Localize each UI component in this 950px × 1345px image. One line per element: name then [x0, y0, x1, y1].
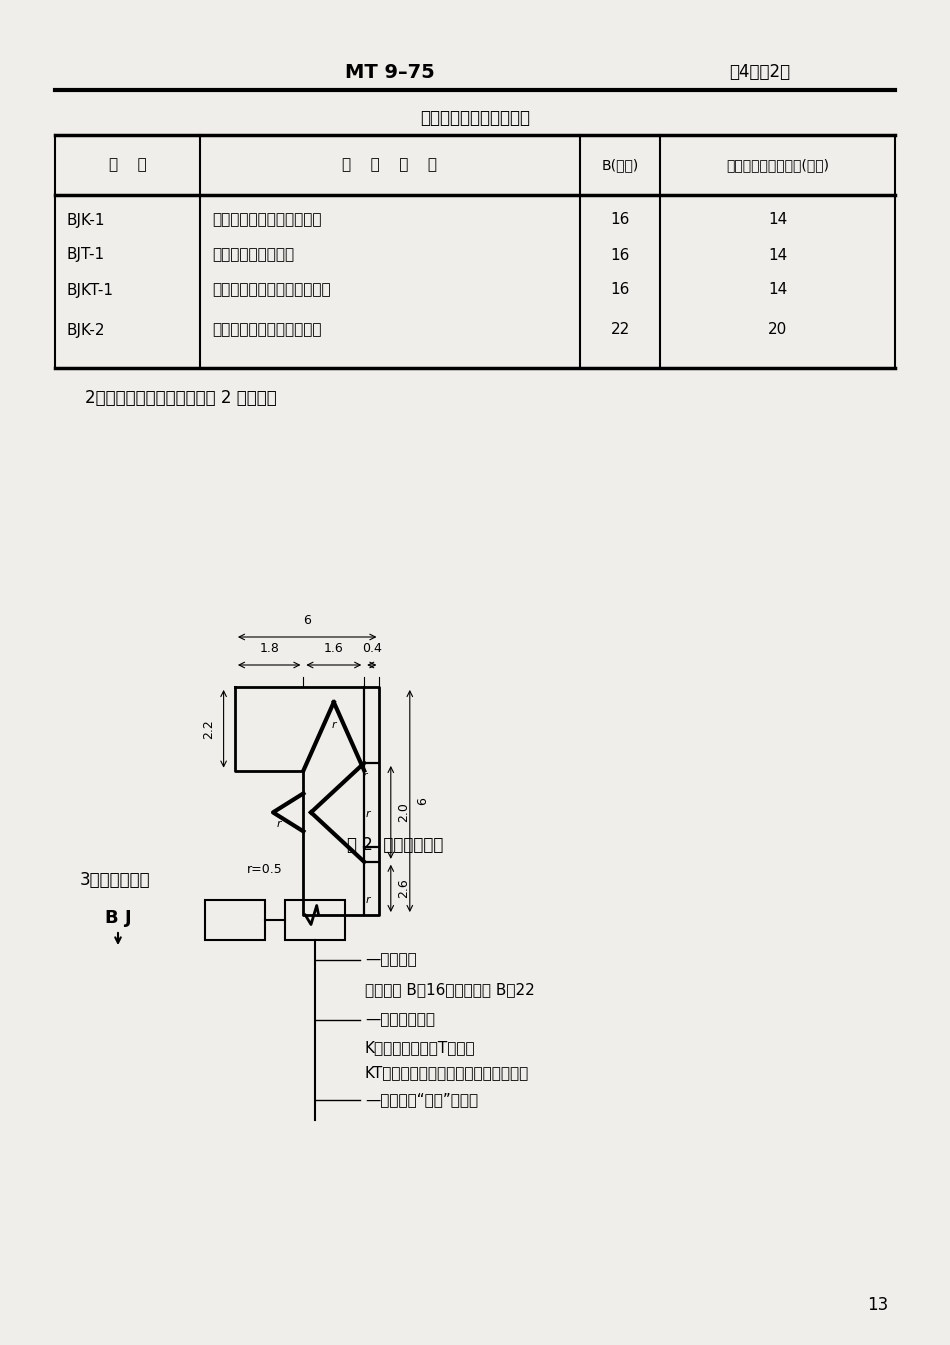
Text: 1.6: 1.6 — [324, 642, 344, 655]
Text: K代表可锶铸铁；T代表铜: K代表可锶铸铁；T代表铜 — [365, 1041, 476, 1056]
Text: 14: 14 — [768, 213, 788, 227]
Text: r: r — [276, 819, 281, 829]
Text: 14: 14 — [768, 247, 788, 262]
Bar — [285, 900, 345, 940]
Text: r: r — [366, 810, 370, 819]
Text: 1.8: 1.8 — [259, 642, 279, 655]
Text: MT 9–75: MT 9–75 — [345, 62, 435, 82]
Text: 并接线夹型号与主要尺寸: 并接线夹型号与主要尺寸 — [420, 109, 530, 126]
Text: 共4页的2页: 共4页的2页 — [730, 63, 790, 81]
Text: BJK-1: BJK-1 — [67, 213, 105, 227]
Text: 奇数代表 B＝16；偶数代表 B＝22: 奇数代表 B＝16；偶数代表 B＝22 — [365, 982, 535, 998]
Text: 图 2  并接线夹夹口: 图 2 并接线夹夹口 — [347, 837, 444, 854]
Text: 13: 13 — [867, 1297, 888, 1314]
Text: 偶夯及中间夯均为可锶铸铁: 偶夯及中间夯均为可锶铸铁 — [212, 213, 321, 227]
Text: 16: 16 — [610, 213, 630, 227]
Text: 22: 22 — [610, 323, 630, 338]
Text: r=0.5: r=0.5 — [246, 863, 282, 876]
Text: r: r — [332, 720, 336, 730]
Text: 16: 16 — [610, 247, 630, 262]
Text: 2.0: 2.0 — [397, 803, 409, 822]
Text: 适用电车线最大宽度(毫米): 适用电车线最大宽度(毫米) — [726, 157, 829, 172]
Text: 3．型号示例：: 3．型号示例： — [80, 872, 151, 889]
Text: 主    体    材    料: 主 体 材 料 — [343, 157, 438, 172]
Text: 偶夯及中间夯均为可锶铸铁: 偶夯及中间夯均为可锶铸铁 — [212, 323, 321, 338]
Text: 6: 6 — [303, 615, 312, 627]
Text: 型    号: 型 号 — [108, 157, 146, 172]
Text: 2.2: 2.2 — [202, 720, 216, 738]
Text: B(毫米): B(毫米) — [601, 157, 638, 172]
Text: 偶夯及中间夯均为铜: 偶夯及中间夯均为铜 — [212, 247, 294, 262]
Text: —主体材料代号: —主体材料代号 — [365, 1013, 435, 1028]
Text: r: r — [362, 771, 367, 781]
Text: B J: B J — [105, 909, 132, 927]
Text: 16: 16 — [610, 282, 630, 297]
Text: —汉语拼音“并接”的字头: —汉语拼音“并接”的字头 — [365, 1092, 478, 1107]
Text: 2．并接线夹的夹口应符合图 2 的要求。: 2．并接线夹的夹口应符合图 2 的要求。 — [85, 389, 276, 408]
Text: 20: 20 — [768, 323, 788, 338]
Text: r: r — [366, 894, 370, 905]
Text: BJK-2: BJK-2 — [67, 323, 105, 338]
Text: —产品序号: —产品序号 — [365, 952, 417, 967]
Text: 14: 14 — [768, 282, 788, 297]
Text: BJT-1: BJT-1 — [67, 247, 105, 262]
Bar — [205, 900, 265, 940]
Text: 6: 6 — [416, 798, 428, 804]
Text: KT代表偶夯夹为可锶铸铁，中间夯为铜: KT代表偶夯夹为可锶铸铁，中间夯为铜 — [365, 1065, 529, 1080]
Text: 0.4: 0.4 — [362, 642, 382, 655]
Text: 2.6: 2.6 — [397, 878, 409, 898]
Text: 偶夯为可锶铸铁，中间夯为铜: 偶夯为可锶铸铁，中间夯为铜 — [212, 282, 331, 297]
Text: BJKT-1: BJKT-1 — [67, 282, 114, 297]
